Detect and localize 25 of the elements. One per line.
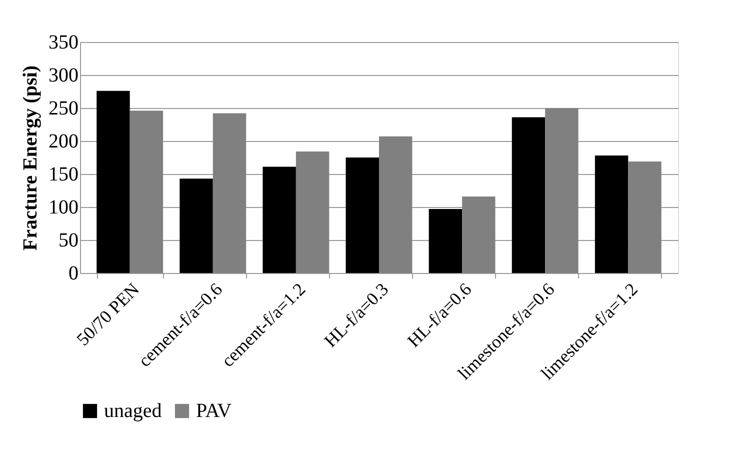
bar — [96, 90, 130, 273]
y-axis-title: Fracture Energy (psi) — [20, 65, 42, 251]
bar — [346, 158, 379, 273]
bar — [296, 152, 330, 273]
legend-label: unaged — [104, 400, 162, 422]
bar — [130, 110, 164, 273]
bar — [512, 117, 546, 273]
legend-label: PAV — [196, 400, 232, 422]
y-tick-label: 350 — [48, 32, 78, 54]
bar — [594, 156, 628, 273]
y-tick-label: 50 — [58, 230, 78, 252]
bar — [212, 113, 246, 273]
y-tick-label: 200 — [48, 130, 78, 152]
bar — [428, 208, 462, 273]
y-tick-label: 0 — [68, 262, 78, 284]
bar — [545, 108, 578, 273]
y-tick-label: 300 — [48, 64, 78, 86]
y-tick-label: 100 — [48, 196, 78, 218]
bar — [462, 196, 496, 273]
bar — [628, 161, 662, 273]
y-tick-label: 250 — [48, 98, 78, 120]
bar — [379, 136, 412, 273]
y-tick-label: 150 — [48, 164, 78, 186]
bar — [262, 166, 296, 273]
bar — [180, 178, 213, 273]
